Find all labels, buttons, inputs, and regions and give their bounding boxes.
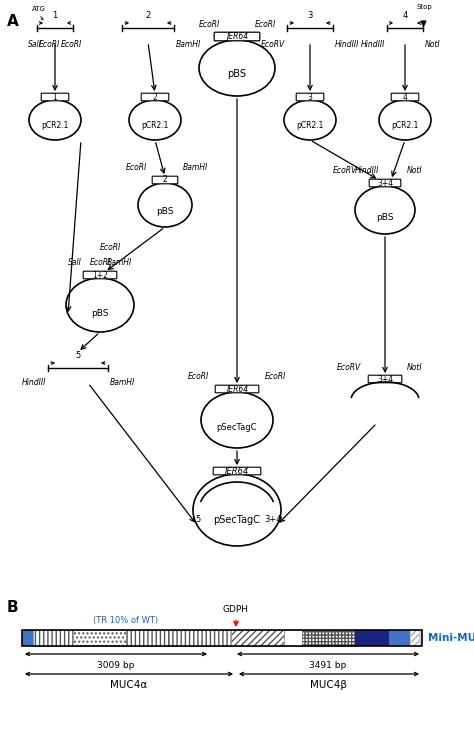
Text: HindIII: HindIII	[361, 40, 385, 49]
Text: SalI: SalI	[28, 40, 42, 49]
Text: EcoRI: EcoRI	[126, 163, 147, 172]
Bar	[302, 630, 355, 646]
FancyBboxPatch shape	[83, 272, 117, 279]
Bar	[126, 630, 169, 646]
Text: Mini-MUC4: Mini-MUC4	[428, 633, 474, 643]
Text: 3+4: 3+4	[377, 178, 393, 188]
Text: 4: 4	[402, 11, 408, 20]
Text: Stop: Stop	[416, 4, 432, 10]
Text: pSecTagC: pSecTagC	[214, 515, 260, 525]
Text: JER64: JER64	[226, 385, 248, 394]
Bar	[284, 630, 302, 646]
Bar	[126, 630, 169, 646]
Text: 3: 3	[308, 92, 312, 101]
Text: EcoRI: EcoRI	[188, 372, 209, 381]
Bar	[389, 630, 399, 646]
Text: 3491 bp: 3491 bp	[310, 661, 346, 670]
Bar	[231, 630, 284, 646]
Text: 2: 2	[146, 11, 151, 20]
Text: EcoRV: EcoRV	[337, 363, 361, 372]
Bar	[410, 630, 419, 646]
FancyBboxPatch shape	[152, 176, 178, 184]
Bar	[410, 630, 419, 646]
Bar	[22, 630, 422, 646]
Text: 2: 2	[163, 176, 167, 184]
Text: SalI: SalI	[68, 258, 82, 267]
Text: BamHI: BamHI	[107, 258, 132, 267]
Text: pCR2.1: pCR2.1	[41, 121, 69, 130]
Text: 3+4: 3+4	[377, 374, 393, 383]
FancyBboxPatch shape	[214, 32, 260, 40]
Text: EcoRI: EcoRI	[265, 372, 286, 381]
Bar	[73, 630, 126, 646]
FancyBboxPatch shape	[41, 93, 69, 100]
Text: JER64: JER64	[226, 32, 248, 41]
Text: NotI: NotI	[407, 166, 423, 175]
Text: 4: 4	[402, 92, 408, 101]
Bar	[389, 630, 399, 646]
Bar	[302, 630, 355, 646]
Text: HindIII: HindIII	[355, 166, 379, 175]
Text: 5: 5	[75, 352, 81, 361]
Bar	[73, 630, 126, 646]
Text: EcoRI: EcoRI	[60, 40, 82, 49]
Polygon shape	[201, 482, 273, 501]
Text: pBS: pBS	[228, 69, 246, 79]
Text: EcoRV: EcoRV	[261, 40, 285, 49]
Text: B: B	[7, 600, 18, 615]
FancyBboxPatch shape	[368, 375, 402, 382]
Text: pCR2.1: pCR2.1	[141, 121, 169, 130]
Text: 3+4: 3+4	[264, 515, 282, 524]
Bar	[169, 630, 231, 646]
Text: HindIII: HindIII	[22, 378, 46, 387]
Text: NotI: NotI	[425, 40, 441, 49]
Text: BamHI: BamHI	[110, 378, 135, 387]
Text: 1: 1	[52, 11, 58, 20]
Text: pBS: pBS	[156, 206, 174, 215]
Text: (TR 10% of WT): (TR 10% of WT)	[93, 616, 159, 625]
Text: pBS: pBS	[376, 212, 394, 221]
Text: BamHI: BamHI	[183, 163, 208, 172]
Text: HindIII: HindIII	[335, 40, 359, 49]
FancyBboxPatch shape	[215, 386, 259, 393]
Bar	[419, 630, 422, 646]
Text: EcoRI: EcoRI	[38, 40, 60, 49]
Text: EcoRV: EcoRV	[333, 166, 357, 175]
Text: ATG: ATG	[32, 6, 46, 12]
Text: GDPH: GDPH	[223, 605, 249, 614]
Text: A: A	[7, 14, 19, 29]
Text: pCR2.1: pCR2.1	[392, 121, 419, 130]
Text: pBS: pBS	[91, 308, 109, 317]
FancyBboxPatch shape	[391, 93, 419, 100]
FancyBboxPatch shape	[296, 93, 324, 100]
Text: JER64: JER64	[225, 466, 249, 476]
FancyBboxPatch shape	[141, 93, 169, 100]
Bar	[231, 630, 284, 646]
Text: 3009 bp: 3009 bp	[97, 661, 135, 670]
Text: EcoRI: EcoRI	[255, 20, 275, 29]
Text: 5: 5	[195, 515, 201, 524]
Bar	[399, 630, 410, 646]
FancyBboxPatch shape	[213, 467, 261, 475]
Text: EcoRI: EcoRI	[90, 258, 110, 267]
Text: 3: 3	[307, 11, 313, 20]
Text: 1: 1	[53, 92, 57, 101]
Bar	[22, 630, 33, 646]
Bar	[169, 630, 231, 646]
Bar	[33, 630, 73, 646]
Text: MUC4α: MUC4α	[110, 680, 147, 690]
Text: EcoRI: EcoRI	[100, 243, 120, 252]
Text: BamHI: BamHI	[176, 40, 201, 49]
Bar	[355, 630, 389, 646]
Text: EcoRI: EcoRI	[199, 20, 219, 29]
Bar	[33, 630, 73, 646]
Text: 1+2: 1+2	[92, 271, 108, 280]
Text: pCR2.1: pCR2.1	[296, 121, 324, 130]
FancyBboxPatch shape	[369, 179, 401, 187]
Text: MUC4β: MUC4β	[310, 680, 347, 690]
Text: 2: 2	[153, 92, 157, 101]
Text: pSecTagC: pSecTagC	[217, 424, 257, 433]
Bar	[284, 630, 302, 646]
Text: NotI: NotI	[407, 363, 423, 372]
